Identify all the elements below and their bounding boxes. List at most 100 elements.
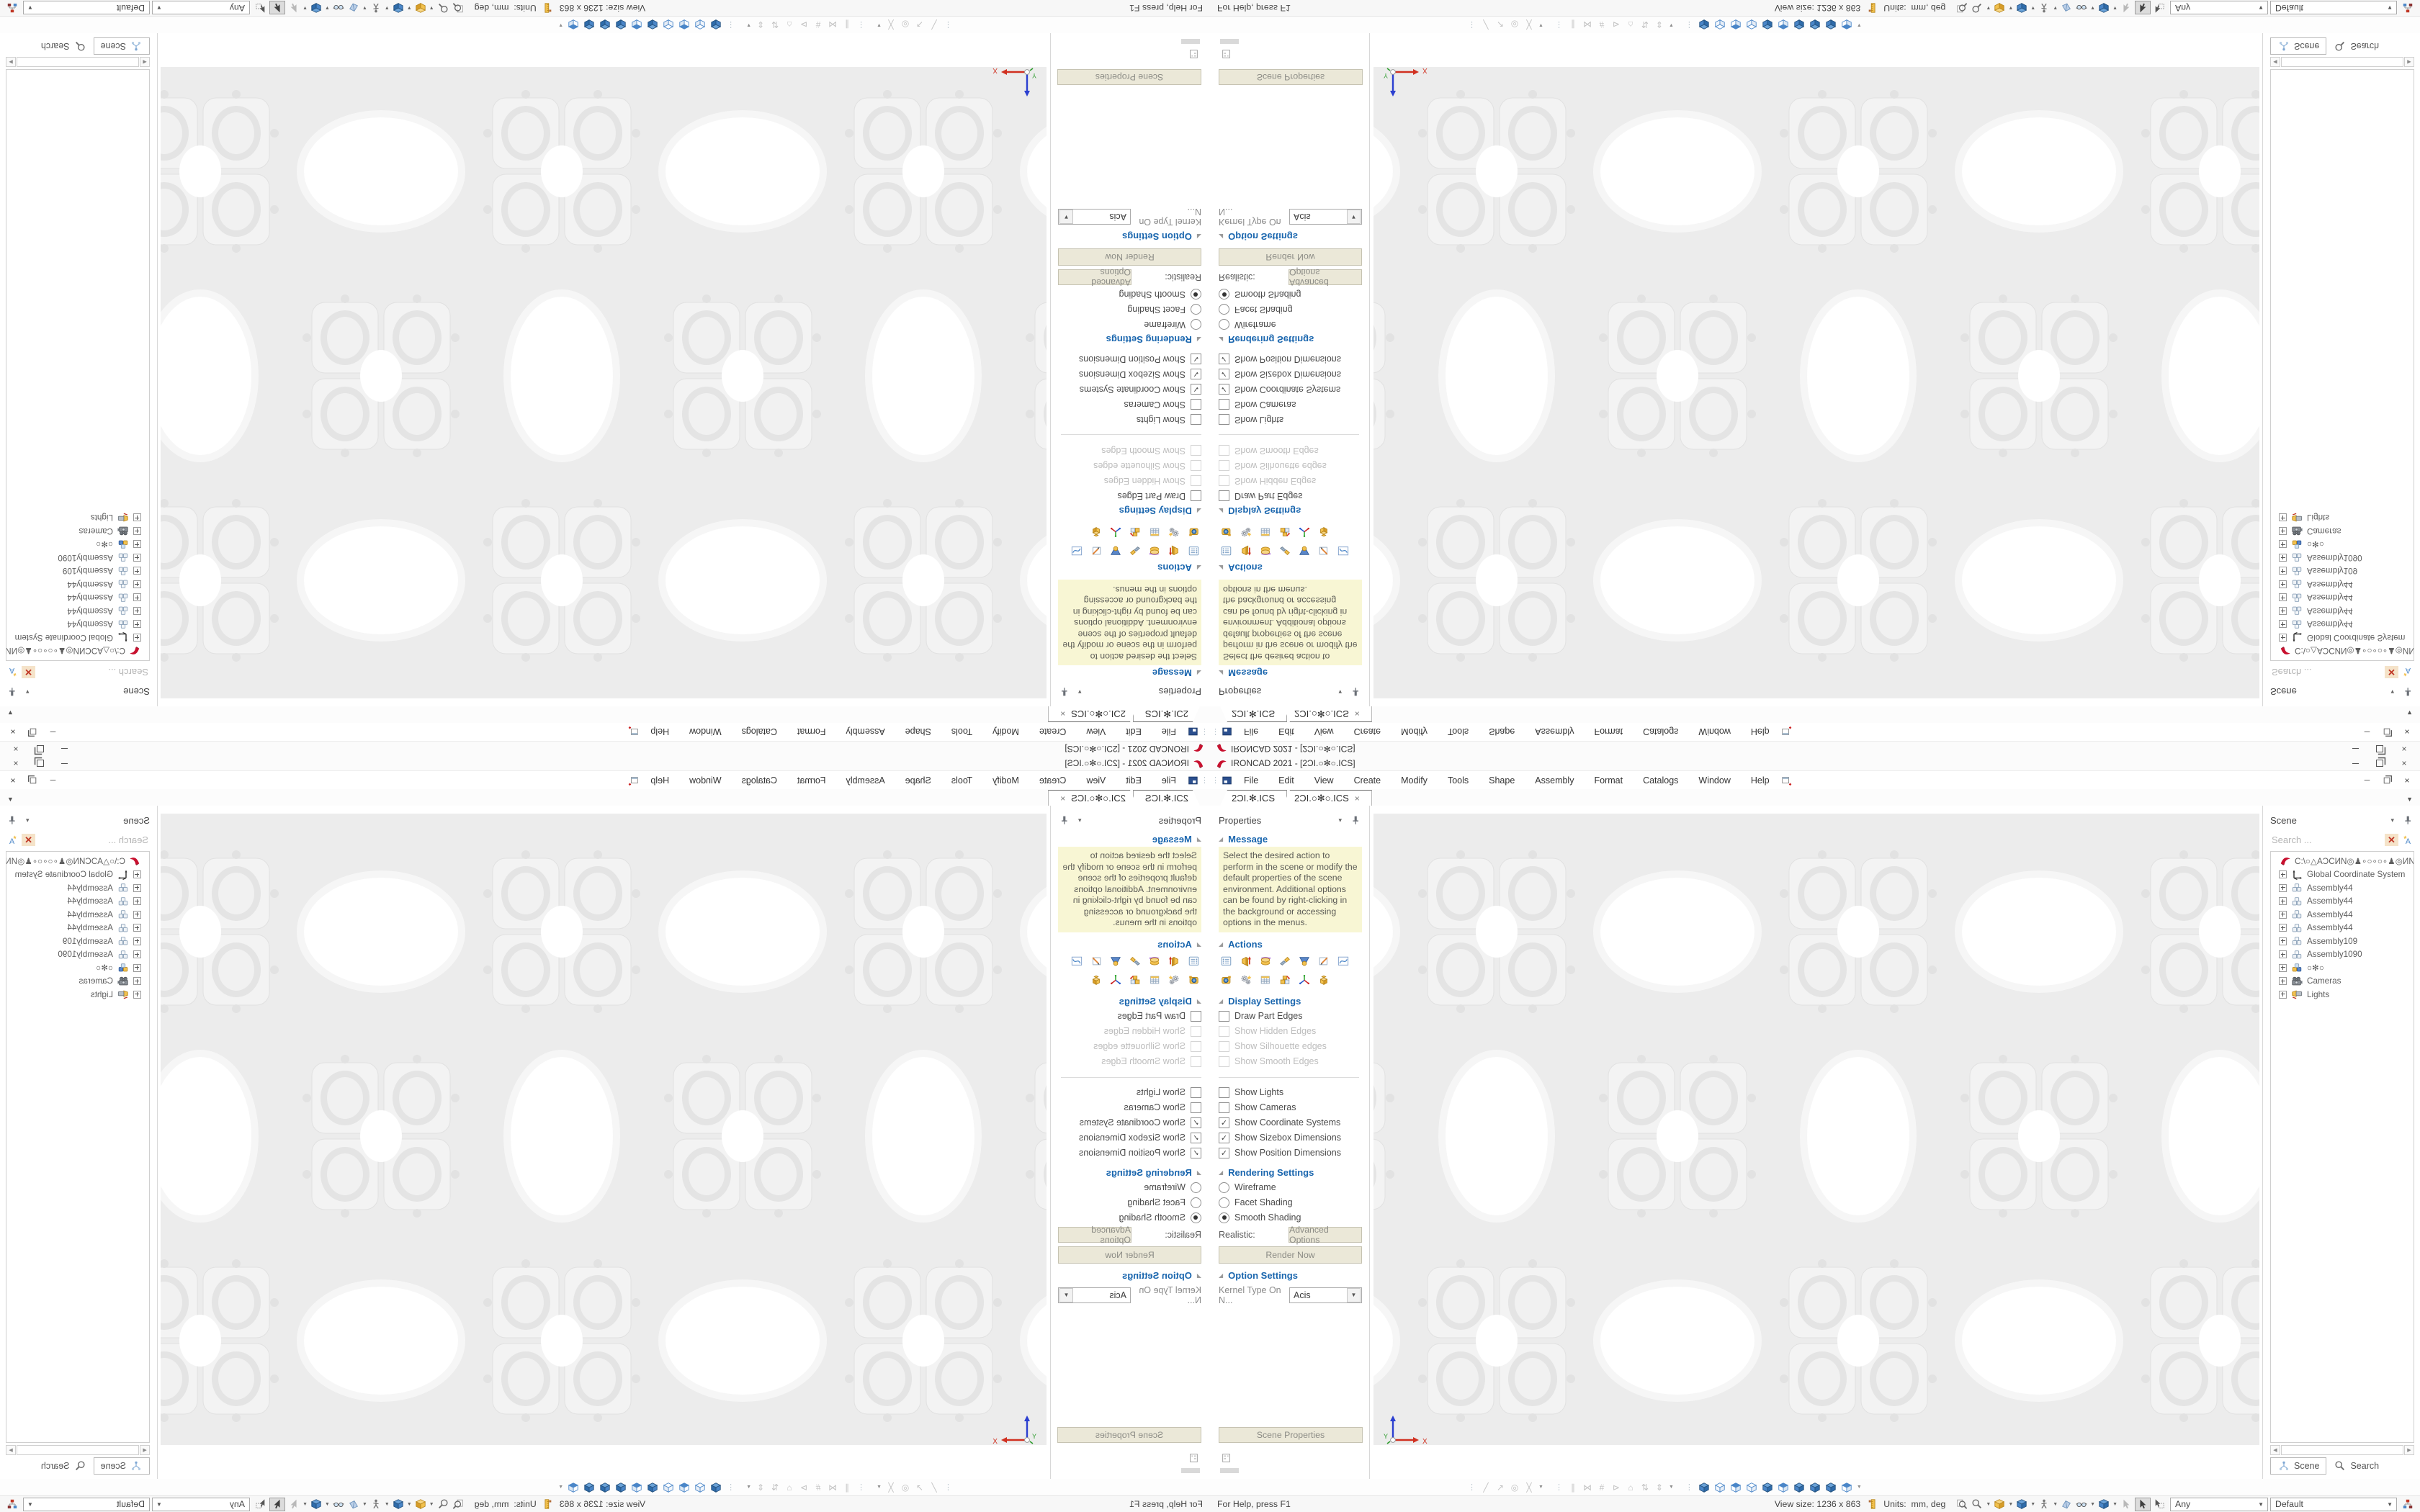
chevron-down-icon[interactable]: ▼ bbox=[1668, 1485, 1674, 1490]
expand-icon[interactable] bbox=[133, 910, 141, 919]
expand-icon[interactable] bbox=[2279, 526, 2287, 535]
collapse-triangle-icon[interactable]: ◢ bbox=[1219, 336, 1224, 343]
scene-search-input[interactable] bbox=[38, 666, 150, 678]
tree-item-assembly44[interactable]: Assembly44 bbox=[2274, 922, 2414, 935]
arrow-gray-icon[interactable] bbox=[287, 1, 300, 14]
scene-properties-button[interactable]: Scene Properties bbox=[1057, 69, 1201, 85]
action-stack-icon[interactable] bbox=[1090, 526, 1103, 539]
scene-panel-tab-search[interactable]: Search bbox=[34, 1457, 94, 1475]
radio-wireframe[interactable]: Wireframe bbox=[1219, 1180, 1362, 1195]
radio-circle[interactable] bbox=[1191, 1182, 1201, 1193]
magnifier-icon[interactable] bbox=[436, 1, 449, 14]
checkbox-box[interactable] bbox=[1191, 1010, 1201, 1022]
cube-outline-icon[interactable] bbox=[694, 1481, 707, 1494]
tree-item-assembly44[interactable]: Assembly44 bbox=[2274, 577, 2414, 591]
document-tab-1[interactable]: 2ƆI.✻.ICS bbox=[1220, 706, 1287, 722]
collapse-triangle-icon[interactable]: ◢ bbox=[1219, 670, 1224, 676]
structure-icon[interactable] bbox=[6, 1498, 19, 1511]
menu-format[interactable]: Format bbox=[797, 726, 826, 737]
pin-icon[interactable] bbox=[1058, 814, 1071, 827]
cube-solid-icon[interactable] bbox=[392, 1, 405, 14]
scene-search-input[interactable] bbox=[2270, 834, 2382, 846]
chevron-down-icon[interactable]: ▼ bbox=[2090, 5, 2096, 11]
tool-icon-1-0[interactable]: ∥ bbox=[1570, 1482, 1575, 1493]
collapse-triangle-icon[interactable]: ◢ bbox=[1196, 670, 1201, 676]
panel-dock-icon[interactable] bbox=[1187, 1452, 1200, 1464]
tool-icon-1-4[interactable]: ⌂ bbox=[786, 19, 792, 30]
render-now-button[interactable]: Render Now bbox=[1058, 1246, 1201, 1264]
menu-help[interactable]: Help bbox=[1750, 726, 1770, 737]
model-flat-pattern[interactable] bbox=[161, 67, 1047, 698]
mdi-minimize-button[interactable] bbox=[49, 728, 58, 737]
menu-window[interactable]: Window bbox=[689, 726, 722, 737]
menu-window[interactable]: Window bbox=[689, 775, 722, 786]
radio-circle[interactable] bbox=[1219, 289, 1229, 300]
cube-solid-icon[interactable] bbox=[646, 1481, 659, 1494]
select-tool-button[interactable] bbox=[269, 1497, 285, 1511]
tree-item-lights[interactable]: Lights bbox=[6, 511, 146, 525]
chevron-down-icon[interactable]: ▼ bbox=[324, 1501, 330, 1507]
mdi-close-button[interactable]: × bbox=[2404, 726, 2410, 737]
pin-icon[interactable] bbox=[6, 685, 19, 698]
magnifier-page-icon[interactable] bbox=[452, 1, 465, 14]
toolbar-drag-handle[interactable]: ⋮ bbox=[1211, 776, 1219, 785]
config-select[interactable]: Default ▼ bbox=[2270, 1, 2397, 15]
panel-menu-chevron-icon[interactable]: ▾ bbox=[1338, 688, 1342, 696]
new-window-icon[interactable] bbox=[627, 726, 640, 739]
scroll-right-icon[interactable]: ▶ bbox=[2404, 57, 2414, 68]
arrow-box-icon[interactable] bbox=[2153, 1, 2166, 14]
tool-icon-1-3[interactable]: ⊳ bbox=[800, 1482, 808, 1493]
tool-icon-1-4[interactable]: ⌂ bbox=[1628, 1482, 1634, 1493]
render-now-button[interactable]: Render Now bbox=[1058, 248, 1201, 266]
scroll-left-icon[interactable]: ◀ bbox=[2270, 57, 2280, 68]
tool-icon-1-0[interactable]: ∥ bbox=[1570, 19, 1575, 30]
model-flat-pattern[interactable] bbox=[161, 814, 1047, 1445]
action-blocks-icon[interactable] bbox=[1278, 973, 1291, 986]
expand-icon[interactable] bbox=[2279, 977, 2287, 986]
action-triad-icon[interactable] bbox=[1109, 526, 1122, 539]
menu-file[interactable]: File bbox=[1161, 726, 1176, 737]
viewport[interactable]: X Y bbox=[1370, 806, 2262, 1479]
checkbox-show-coordinate-systems[interactable]: ✓ Show Coordinate Systems bbox=[1219, 382, 1362, 397]
magnifier-page-icon[interactable] bbox=[1955, 1, 1968, 14]
checkbox-draw-part-edges[interactable]: Draw Part Edges bbox=[1219, 1009, 1362, 1024]
action-mold-icon[interactable] bbox=[1298, 955, 1311, 968]
collapse-triangle-icon[interactable]: ◢ bbox=[1196, 1169, 1201, 1176]
tree-item-assembly44[interactable]: Assembly44 bbox=[6, 908, 146, 922]
menu-shape[interactable]: Shape bbox=[1489, 775, 1515, 786]
cube-solid-icon[interactable] bbox=[614, 19, 627, 32]
minimize-button[interactable] bbox=[2351, 744, 2360, 753]
tree-item-assembly44[interactable]: Assembly44 bbox=[2274, 604, 2414, 618]
expand-icon[interactable] bbox=[2279, 910, 2287, 919]
expand-icon[interactable] bbox=[133, 593, 141, 602]
action-revolve-icon[interactable] bbox=[1259, 955, 1272, 968]
checkbox-draw-part-edges[interactable]: Draw Part Edges bbox=[1058, 1009, 1201, 1024]
action-triad-icon[interactable] bbox=[1298, 526, 1311, 539]
document-tab-2[interactable]: 2ƆI.○✻○.ICS × bbox=[1048, 706, 1137, 722]
menu-view[interactable]: View bbox=[1314, 775, 1334, 786]
toolbar-drag-handle[interactable]: ⋮ bbox=[727, 1483, 735, 1492]
glasses-icon[interactable] bbox=[332, 1498, 345, 1511]
action-edit-icon[interactable] bbox=[1317, 545, 1330, 558]
chevron-down-icon[interactable]: ▼ bbox=[2258, 1500, 2264, 1508]
new-window-icon[interactable] bbox=[1780, 774, 1793, 787]
document-tab-1[interactable]: 2ƆI.✻.ICS bbox=[1133, 790, 1200, 806]
cube-solid-icon[interactable] bbox=[583, 1481, 596, 1494]
checkbox-show-lights[interactable]: Show Lights bbox=[1058, 413, 1201, 428]
cube-solid-icon[interactable] bbox=[1809, 19, 1821, 32]
radio-circle[interactable] bbox=[1191, 289, 1201, 300]
expand-icon[interactable] bbox=[133, 567, 141, 575]
action-sweep-icon[interactable] bbox=[1129, 545, 1142, 558]
close-button[interactable]: × bbox=[2401, 744, 2407, 754]
action-revolve-icon[interactable] bbox=[1148, 955, 1161, 968]
cube-solid-icon[interactable] bbox=[1824, 1481, 1837, 1494]
scene-panel-tab-scene[interactable]: Scene bbox=[2270, 37, 2327, 55]
tree-item-assembly44[interactable]: Assembly44 bbox=[6, 577, 146, 591]
tree-item-lights[interactable]: Lights bbox=[2274, 988, 2414, 1002]
mdi-close-button[interactable]: × bbox=[2404, 775, 2410, 786]
radio-circle[interactable] bbox=[1191, 1197, 1201, 1208]
scene-panel-tab-search[interactable]: Search bbox=[34, 37, 94, 55]
chevron-down-icon[interactable]: ▼ bbox=[1668, 22, 1674, 27]
toolbar-drag-handle[interactable]: ⋮ bbox=[858, 1483, 866, 1492]
clear-search-icon[interactable]: ✕ bbox=[2385, 666, 2398, 678]
